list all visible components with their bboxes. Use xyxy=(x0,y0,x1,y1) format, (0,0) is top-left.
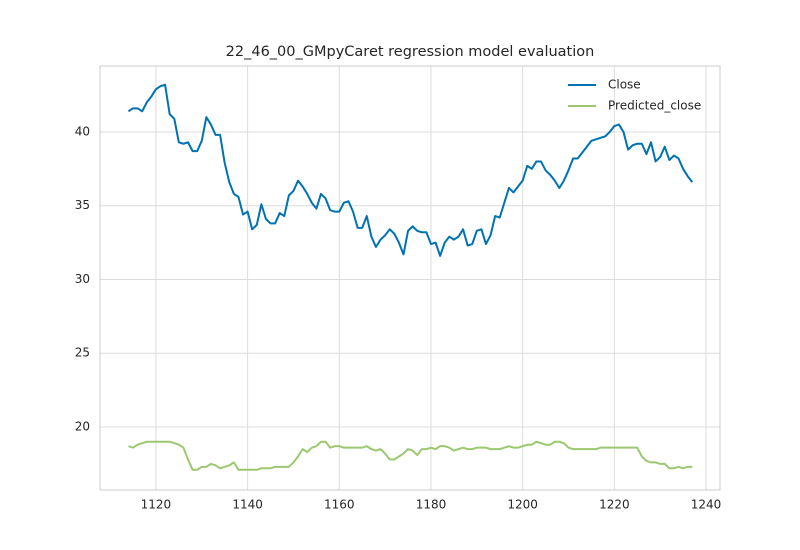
y-tick-label: 40 xyxy=(75,124,90,138)
series-line xyxy=(128,440,693,471)
x-tick-label: 1160 xyxy=(324,498,355,512)
y-tick-label: 30 xyxy=(75,272,90,286)
x-tick-label: 1180 xyxy=(416,498,447,512)
legend-label: Close xyxy=(608,78,641,92)
x-tick-label: 1240 xyxy=(691,498,722,512)
y-tick-label: 20 xyxy=(75,420,90,434)
x-tick-label: 1120 xyxy=(141,498,172,512)
chart-title: 22_46_00_GMpyCaret regression model eval… xyxy=(226,44,595,60)
y-tick-label: 35 xyxy=(75,198,90,212)
legend-label: Predicted_close xyxy=(608,99,701,113)
x-tick-label: 1200 xyxy=(507,498,538,512)
series-line xyxy=(127,83,694,257)
plot-frame xyxy=(99,65,721,491)
y-tick-label: 25 xyxy=(75,346,90,360)
x-tick-label: 1220 xyxy=(599,498,630,512)
x-tick-label: 1140 xyxy=(232,498,263,512)
